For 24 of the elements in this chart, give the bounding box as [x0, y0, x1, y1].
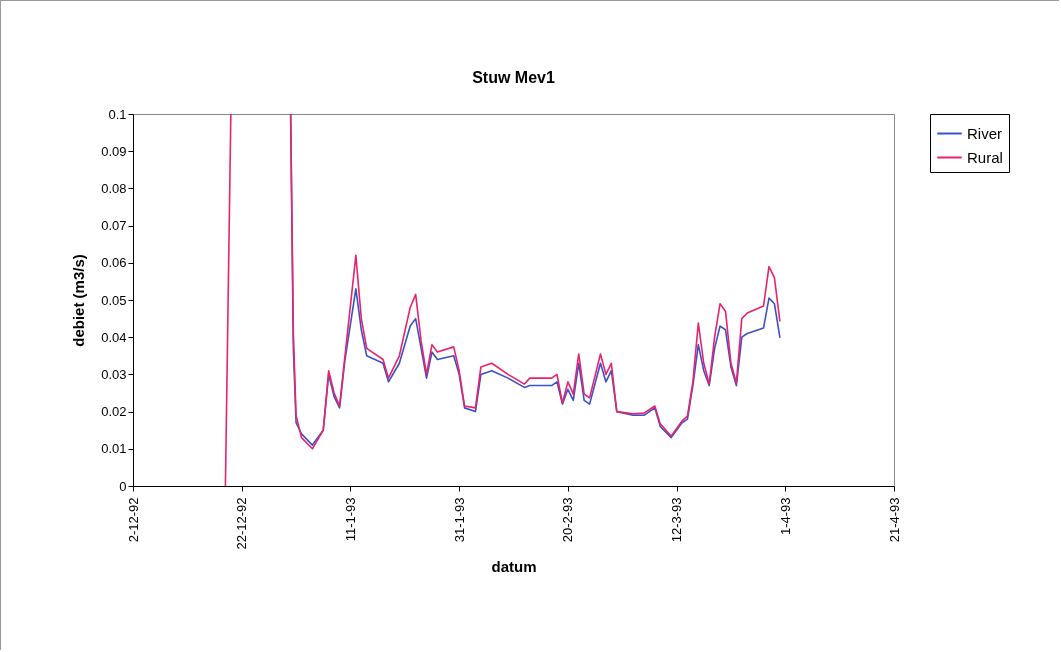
x-tick-label: 1-4-93 [777, 497, 793, 536]
y-tick-label: 0.06 [101, 255, 127, 271]
y-tick-label: 0.09 [101, 143, 127, 159]
y-tick-label: 0.02 [101, 404, 127, 420]
y-tick-label: 0 [119, 478, 127, 494]
y-axis-title: debiet (m3/s) [70, 254, 88, 347]
x-tick-label: 31-1-93 [451, 497, 467, 543]
x-tick-label: 12-3-93 [669, 497, 685, 543]
x-tick-label: 11-1-93 [342, 497, 358, 542]
x-axis-title: datum [491, 557, 537, 575]
legend-label: Rural [967, 148, 1003, 166]
legend-label: River [967, 124, 1003, 142]
chart-title: Stuw Mev1 [472, 69, 555, 86]
y-tick-label: 0.07 [101, 218, 127, 234]
y-tick-label: 0.04 [101, 329, 127, 345]
x-tick-label: 21-4-93 [886, 497, 902, 543]
y-tick-label: 0.03 [101, 366, 127, 382]
y-tick-label: 0.05 [101, 292, 127, 308]
y-tick-label: 0.1 [108, 106, 127, 122]
x-tick-label: 20-2-93 [560, 497, 576, 543]
x-tick-label: 2-12-92 [125, 497, 141, 543]
y-tick-label: 0.01 [101, 441, 127, 457]
y-tick-label: 0.08 [101, 180, 127, 196]
x-tick-label: 22-12-92 [234, 497, 250, 550]
